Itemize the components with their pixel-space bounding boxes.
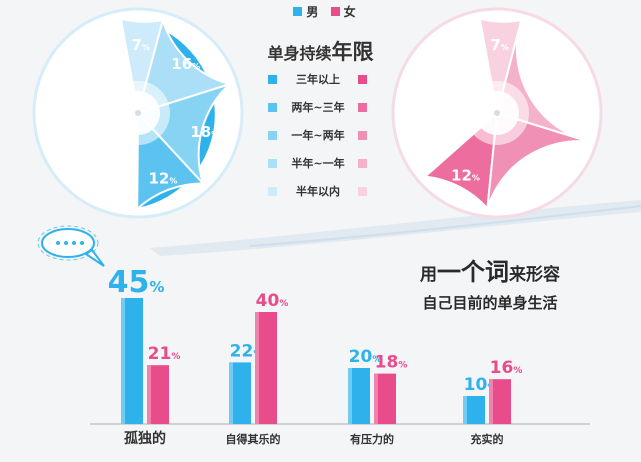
female-bar-label: 40% (256, 291, 289, 311)
female-shade-swatch (358, 131, 367, 140)
female-bar-label: 18% (375, 353, 408, 373)
duration-legend: 三年以上 两年~三年 一年~两年 半年~一年 半年以内 (262, 66, 382, 206)
bar-highlight (147, 365, 151, 424)
brush-stroke-decoration (150, 200, 641, 256)
male-pie-label: 7% (132, 36, 150, 54)
duration-legend-row: 半年~一年 (262, 150, 382, 178)
male-bar (229, 362, 251, 424)
bar-category-label: 有压力的 (350, 432, 394, 446)
male-shade-swatch (268, 187, 277, 196)
female-shade-swatch (358, 75, 367, 84)
male-pie-slice (119, 17, 165, 114)
bar-category-label: 自得其乐的 (226, 432, 281, 446)
duration-label: 半年~一年 (291, 157, 345, 170)
duration-label: 半年以内 (296, 185, 340, 198)
female-pie-pin (494, 110, 500, 116)
female-shade-swatch (358, 103, 367, 112)
duration-label: 一年~两年 (291, 129, 345, 142)
duration-title: 单身持续年限 (0, 36, 641, 66)
male-pie-label: 18% (190, 123, 219, 141)
duration-title-part2: 年限 (331, 40, 374, 64)
female-pie-label: 22% (521, 163, 550, 181)
duration-label: 三年以上 (296, 73, 340, 86)
female-bar (147, 365, 169, 424)
female-pie-slice (478, 17, 523, 114)
male-pie-pin (135, 110, 141, 116)
duration-legend-row: 半年以内 (262, 178, 382, 206)
duration-title-part1: 单身持续 (267, 44, 332, 63)
duration-legend-row: 两年~三年 (262, 94, 382, 122)
female-swatch (330, 7, 340, 16)
male-bar (463, 396, 485, 424)
bar-highlight (255, 312, 259, 424)
female-pie-label: 26% (543, 71, 572, 89)
male-bar-label: 20% (349, 347, 382, 367)
phrase-part-c: 来形容 (509, 265, 560, 285)
legend-female-label: 女 (343, 5, 356, 19)
male-shade-swatch (268, 103, 277, 112)
bar-category-label: 孤独的 (124, 430, 166, 447)
male-pie-slice (136, 16, 234, 115)
male-swatch (293, 7, 303, 16)
bar-highlight (121, 298, 125, 424)
phrase-part-b: 一个词 (437, 258, 509, 286)
gender-legend: 男 女 (0, 3, 641, 20)
male-pie-label: 16% (171, 55, 200, 73)
male-pie-label: 12% (148, 169, 177, 187)
bar-highlight (374, 373, 378, 424)
female-bar (255, 312, 277, 424)
female-bar (374, 373, 396, 424)
male-bar (348, 368, 370, 424)
bar-highlight (463, 396, 467, 424)
male-shade-swatch (268, 159, 277, 168)
bar-category-label: 充实的 (471, 432, 504, 446)
male-bar-label: 45% (108, 265, 165, 300)
duration-legend-row: 三年以上 (262, 66, 382, 94)
female-bar-label: 16% (490, 358, 523, 378)
phrase-part-a: 用 (420, 265, 437, 285)
legend-male-label: 男 (306, 5, 319, 19)
male-bar (121, 298, 143, 424)
duration-label: 两年~三年 (291, 101, 345, 114)
female-bar (489, 379, 511, 424)
phrase-line2: 自己目前的单身生活 (422, 294, 558, 312)
male-shade-swatch (268, 131, 277, 140)
female-pie-label: 34% (420, 81, 462, 106)
female-shade-swatch (358, 187, 367, 196)
bar-highlight (229, 362, 233, 424)
female-bar-label: 21% (148, 344, 181, 364)
male-pie-label: 47% (58, 105, 100, 130)
speech-bubble-icon (37, 225, 105, 267)
duration-legend-row: 一年~两年 (262, 122, 382, 150)
bar-highlight (348, 368, 352, 424)
female-pie-label: 12% (451, 167, 480, 185)
male-shade-swatch (268, 75, 277, 84)
bar-chart-title: 用一个词来形容 自己目前的单身生活 (360, 258, 620, 317)
female-pie-label: 7% (490, 36, 508, 54)
bar-highlight (489, 379, 493, 424)
female-shade-swatch (358, 159, 367, 168)
